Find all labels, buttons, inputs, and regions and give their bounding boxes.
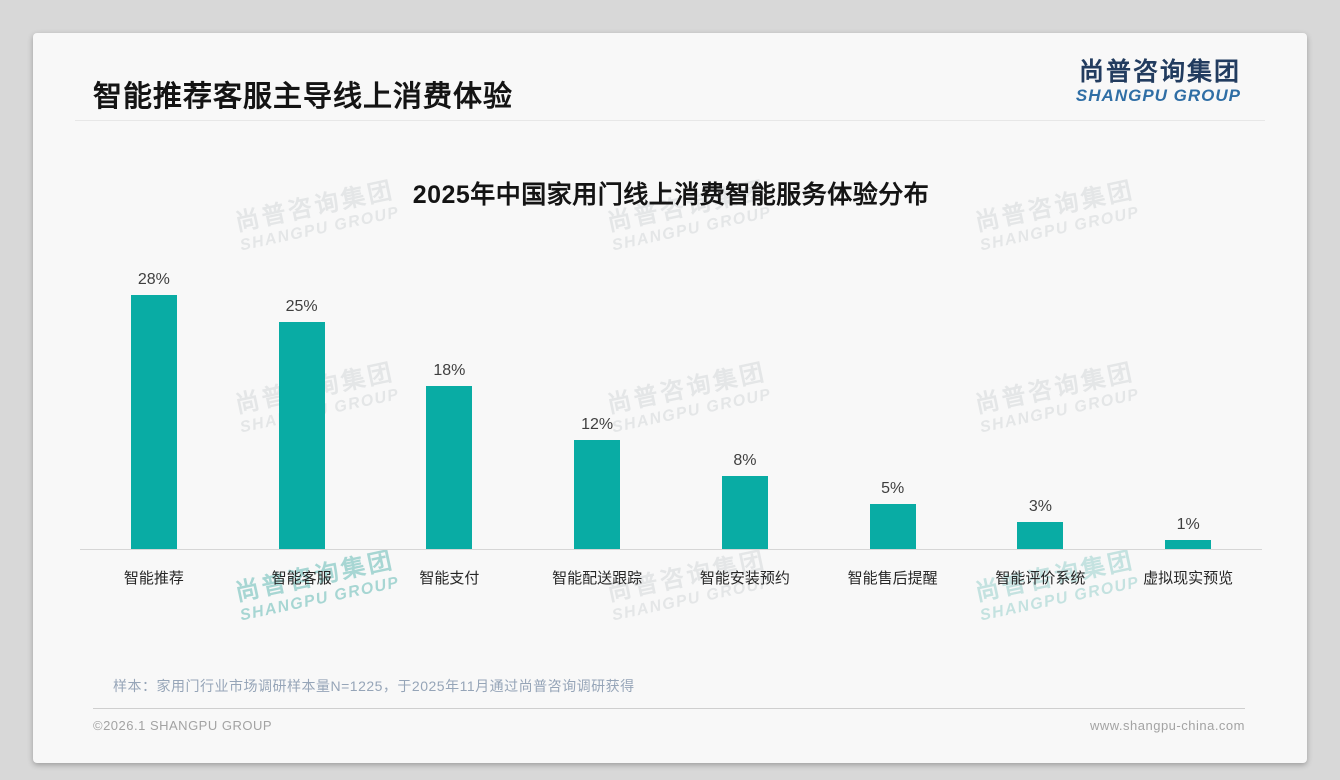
bar-value-label: 8% (733, 452, 757, 469)
bar-chart: 2025年中国家用门线上消费智能服务体验分布 28% 25% 18% 12% 8% 5% 3… (80, 175, 1262, 588)
bar-value-label: 25% (285, 298, 318, 315)
page-title: 智能推荐客服主导线上消费体验 (93, 81, 514, 113)
header-divider (75, 120, 1265, 121)
x-axis-label: 智能客服 (271, 570, 332, 587)
footer-block: 样本：家用门行业市场调研样本量N=1225，于2025年11月通过尚普咨询调研获… (93, 676, 1245, 733)
bar-column: 1% (1114, 516, 1262, 549)
website-url: www.shangpu-china.com (1089, 718, 1245, 733)
bar-value-label: 1% (1176, 516, 1200, 533)
bar (869, 504, 916, 549)
bar-value-label: 5% (881, 480, 905, 497)
copyright-text: ©2026.1 SHANGPU GROUP (93, 718, 273, 733)
bar-column: 5% (819, 480, 967, 549)
x-axis-label: 智能推荐 (123, 570, 184, 587)
x-axis-label: 智能安装预约 (699, 570, 790, 587)
bar-column: 28% (80, 271, 228, 549)
x-axis-label: 智能配送跟踪 (552, 570, 643, 587)
bar-value-label: 18% (433, 362, 466, 379)
bar (426, 386, 473, 549)
bar-value-label: 12% (581, 416, 614, 433)
bar-value-label: 3% (1028, 498, 1052, 515)
x-axis-label: 智能售后提醒 (847, 570, 938, 587)
bar (278, 322, 325, 549)
bar (1165, 540, 1212, 549)
bar (130, 295, 177, 549)
bar-column: 12% (523, 416, 671, 549)
bar-column: 3% (967, 498, 1115, 549)
sample-note: 样本：家用门行业市场调研样本量N=1225，于2025年11月通过尚普咨询调研获… (113, 678, 635, 694)
logo-chinese-text: 尚普咨询集团 (1078, 58, 1241, 86)
slide-card: 尚普咨询集团 SHANGPU GROUP 尚普咨询集团 SHANGPU GROUP 尚普… (33, 33, 1307, 763)
bar-column: 8% (671, 452, 819, 549)
chart-title: 2025年中国家用门线上消费智能服务体验分布 (412, 181, 930, 209)
x-axis-label: 虚拟现实预览 (1143, 570, 1234, 587)
bar (721, 476, 768, 549)
bar-column: 18% (376, 362, 524, 549)
logo-english-text: SHANGPU GROUP (1075, 85, 1241, 105)
x-axis-labels: 智能推荐 智能客服 智能支付 智能配送跟踪 智能安装预约 智能售后提醒 智能评价系统 虚拟现实… (80, 550, 1262, 588)
plot-area: 28% 25% 18% 12% 8% 5% 3% 1% (80, 210, 1262, 550)
footer-divider (93, 708, 1245, 709)
bar-column: 25% (228, 298, 376, 549)
bar-value-label: 28% (137, 271, 170, 288)
x-axis-label: 智能支付 (419, 570, 480, 587)
footer-row: ©2026.1 SHANGPU GROUP www.shangpu-china.… (93, 709, 1245, 733)
x-axis-label: 智能评价系统 (995, 570, 1086, 587)
bar (574, 440, 621, 549)
company-logo: 尚普咨询集团 SHANGPU GROUP (1075, 58, 1241, 105)
bar (1017, 522, 1064, 549)
